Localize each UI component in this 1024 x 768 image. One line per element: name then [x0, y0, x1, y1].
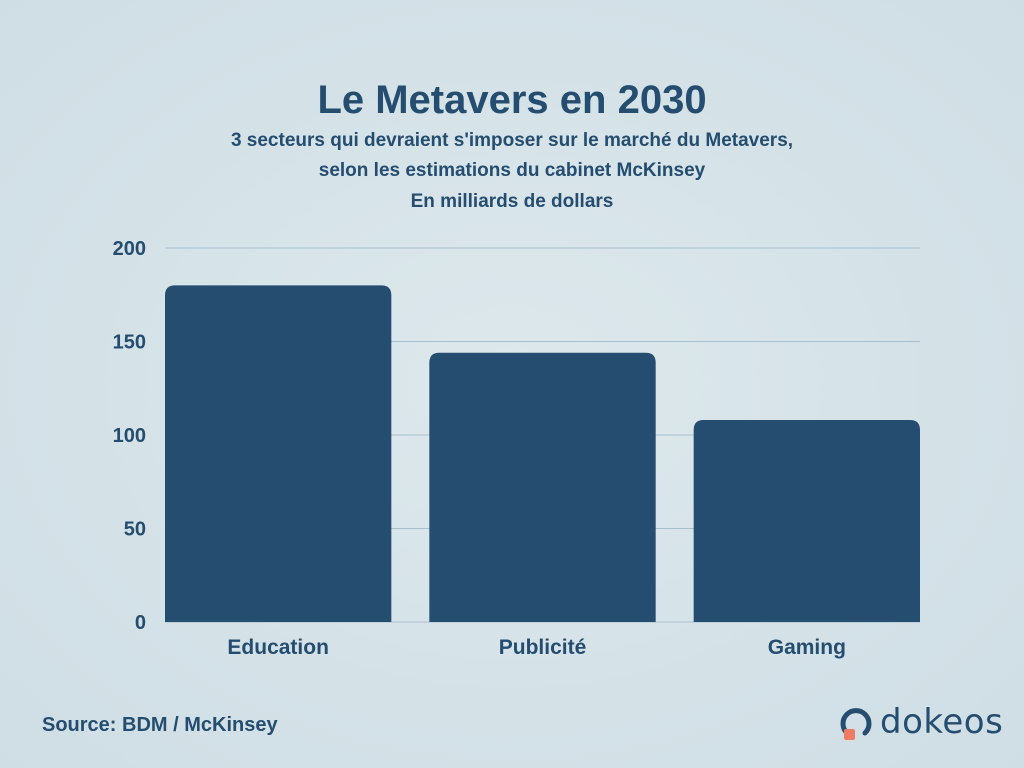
y-tick-label: 150: [113, 332, 146, 354]
bar-gaming: [693, 420, 920, 622]
y-tick-label: 50: [124, 519, 146, 541]
x-tick-label: Publicité: [499, 636, 587, 659]
y-tick-label: 0: [135, 612, 146, 634]
chart-title: Le Metavers en 2030: [317, 78, 707, 122]
chart-subtitle-line-2: selon les estimations du cabinet McKinse…: [318, 160, 706, 181]
x-tick-label: Education: [227, 636, 329, 659]
chart-units-line: En milliards de dollars: [410, 191, 614, 212]
bar-education: [165, 285, 392, 622]
chart-subtitle-line-1: 3 secteurs qui devraient s'imposer sur l…: [230, 130, 794, 151]
source-note: Source: BDM / McKinsey: [42, 714, 278, 736]
brand-logo: dokeos: [838, 700, 1003, 744]
y-tick-label: 200: [113, 238, 146, 260]
bar-publicit-: [429, 352, 656, 622]
brand-name: dokeos: [880, 702, 1004, 742]
y-tick-label: 100: [113, 425, 146, 447]
x-tick-label: Gaming: [768, 636, 846, 659]
dokeos-logo-icon: [838, 703, 872, 741]
